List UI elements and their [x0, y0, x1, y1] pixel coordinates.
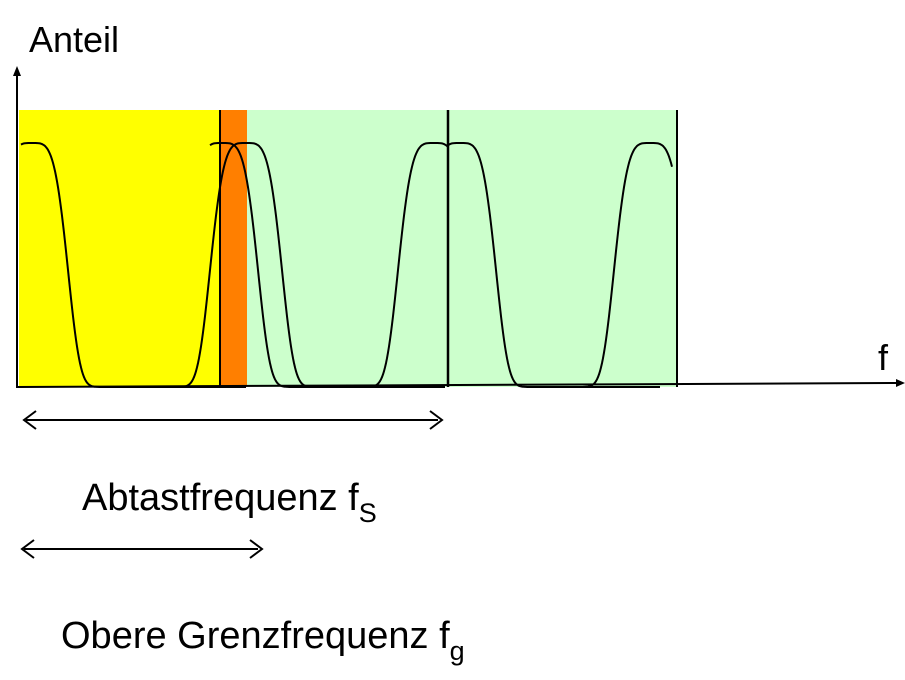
y-axis-label: Anteil: [29, 19, 119, 60]
cutoff-frequency-label: Obere Grenzfrequenz fg: [61, 615, 465, 666]
x-axis-arrowhead: [896, 379, 905, 387]
sampling-arrow-right-head: [429, 410, 444, 430]
overlap-region: [220, 110, 247, 387]
x-axis-label: f: [878, 337, 889, 378]
sampling-arrow-left-head: [22, 410, 37, 430]
peak-curve-alias-5: [540, 142, 673, 388]
baseband-region: [19, 110, 220, 387]
sampling-frequency-subscript: S: [359, 498, 377, 528]
cutoff-frequency-text: Obere Grenzfrequenz f: [61, 615, 450, 657]
alias-region: [247, 110, 677, 387]
y-axis-arrowhead: [13, 66, 21, 76]
cutoff-arrow-right-head: [249, 539, 264, 559]
x-axis: [16, 382, 901, 388]
sampling-frequency-text: Abtastfrequenz f: [82, 477, 359, 519]
sampling-frequency-label: Abtastfrequenz fS: [82, 477, 377, 528]
cutoff-frequency-subscript: g: [450, 636, 465, 666]
cutoff-arrow-left-head: [20, 539, 35, 559]
